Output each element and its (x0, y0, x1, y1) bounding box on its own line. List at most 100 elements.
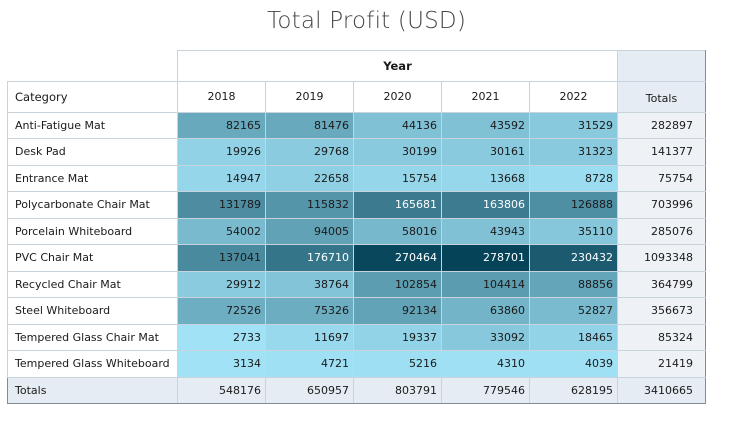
corner-cell (7, 50, 178, 82)
table-row: Polycarbonate Chair Mat 131789 115832 16568… (7, 191, 706, 219)
value-cell-steel-whiteboard-2020[interactable]: 92134 (353, 297, 442, 325)
category-cell-desk-pad[interactable]: Desk Pad (7, 138, 178, 166)
value-cell-recycled-chair-mat-2020[interactable]: 102854 (353, 270, 442, 298)
value-cell-polycarbonate-chair-mat-2019[interactable]: 115832 (265, 191, 354, 219)
value-cell-tempered-glass-chair-mat-2018[interactable]: 2733 (177, 323, 266, 351)
column-total-2019[interactable]: 650957 (265, 376, 354, 404)
totals-corner-cell (617, 50, 706, 82)
row-total-porcelain-whiteboard[interactable]: 285076 (617, 217, 706, 245)
table-row: Steel Whiteboard 72526 75326 92134 63860 5282… (7, 297, 706, 325)
value-cell-anti-fatigue-mat-2019[interactable]: 81476 (265, 111, 354, 139)
row-total-anti-fatigue-mat[interactable]: 282897 (617, 111, 706, 139)
category-cell-tempered-glass-whiteboard[interactable]: Tempered Glass Whiteboard (7, 350, 178, 378)
table-row: PVC Chair Mat 137041 176710 270464 278701 230… (7, 244, 706, 272)
value-cell-entrance-mat-2020[interactable]: 15754 (353, 164, 442, 192)
value-cell-tempered-glass-whiteboard-2019[interactable]: 4721 (265, 350, 354, 378)
table-row: Recycled Chair Mat 29912 38764 102854 104414… (7, 270, 706, 298)
value-cell-polycarbonate-chair-mat-2022[interactable]: 126888 (529, 191, 618, 219)
value-cell-porcelain-whiteboard-2018[interactable]: 54002 (177, 217, 266, 245)
value-cell-anti-fatigue-mat-2020[interactable]: 44136 (353, 111, 442, 139)
category-cell-entrance-mat[interactable]: Entrance Mat (7, 164, 178, 192)
value-cell-steel-whiteboard-2019[interactable]: 75326 (265, 297, 354, 325)
value-cell-entrance-mat-2018[interactable]: 14947 (177, 164, 266, 192)
value-cell-entrance-mat-2019[interactable]: 22658 (265, 164, 354, 192)
category-cell-polycarbonate-chair-mat[interactable]: Polycarbonate Chair Mat (7, 191, 178, 219)
value-cell-recycled-chair-mat-2022[interactable]: 88856 (529, 270, 618, 298)
row-total-steel-whiteboard[interactable]: 356673 (617, 297, 706, 325)
value-cell-tempered-glass-chair-mat-2022[interactable]: 18465 (529, 323, 618, 351)
value-cell-anti-fatigue-mat-2021[interactable]: 43592 (441, 111, 530, 139)
row-total-pvc-chair-mat[interactable]: 1093348 (617, 244, 706, 272)
value-cell-recycled-chair-mat-2018[interactable]: 29912 (177, 270, 266, 298)
value-cell-pvc-chair-mat-2021[interactable]: 278701 (441, 244, 530, 272)
year-header-2019[interactable]: 2019 (265, 81, 354, 113)
value-cell-tempered-glass-chair-mat-2020[interactable]: 19337 (353, 323, 442, 351)
value-cell-recycled-chair-mat-2021[interactable]: 104414 (441, 270, 530, 298)
value-cell-anti-fatigue-mat-2022[interactable]: 31529 (529, 111, 618, 139)
value-cell-tempered-glass-whiteboard-2021[interactable]: 4310 (441, 350, 530, 378)
value-cell-recycled-chair-mat-2019[interactable]: 38764 (265, 270, 354, 298)
value-cell-steel-whiteboard-2022[interactable]: 52827 (529, 297, 618, 325)
category-cell-porcelain-whiteboard[interactable]: Porcelain Whiteboard (7, 217, 178, 245)
value-cell-tempered-glass-whiteboard-2020[interactable]: 5216 (353, 350, 442, 378)
category-cell-pvc-chair-mat[interactable]: PVC Chair Mat (7, 244, 178, 272)
category-cell-tempered-glass-chair-mat[interactable]: Tempered Glass Chair Mat (7, 323, 178, 351)
totals-row: Totals 548176 650957 803791 779546 628195 3410… (7, 376, 706, 404)
value-cell-desk-pad-2022[interactable]: 31323 (529, 138, 618, 166)
value-cell-polycarbonate-chair-mat-2021[interactable]: 163806 (441, 191, 530, 219)
value-cell-tempered-glass-whiteboard-2022[interactable]: 4039 (529, 350, 618, 378)
value-cell-polycarbonate-chair-mat-2018[interactable]: 131789 (177, 191, 266, 219)
row-total-entrance-mat[interactable]: 75754 (617, 164, 706, 192)
value-cell-tempered-glass-whiteboard-2018[interactable]: 3134 (177, 350, 266, 378)
table-row: Entrance Mat 14947 22658 15754 13668 8728 7575… (7, 164, 706, 192)
year-header-2018[interactable]: 2018 (177, 81, 266, 113)
category-cell-anti-fatigue-mat[interactable]: Anti-Fatigue Mat (7, 111, 178, 139)
row-total-polycarbonate-chair-mat[interactable]: 703996 (617, 191, 706, 219)
year-group-header[interactable]: Year (177, 50, 618, 82)
column-total-2022[interactable]: 628195 (529, 376, 618, 404)
year-header-2020[interactable]: 2020 (353, 81, 442, 113)
value-cell-porcelain-whiteboard-2020[interactable]: 58016 (353, 217, 442, 245)
row-total-desk-pad[interactable]: 141377 (617, 138, 706, 166)
table-row: Desk Pad 19926 29768 30199 30161 31323 141377 (7, 138, 706, 166)
column-header-row: Category 2018 2019 2020 2021 2022 Totals (7, 81, 706, 113)
value-cell-pvc-chair-mat-2018[interactable]: 137041 (177, 244, 266, 272)
value-cell-anti-fatigue-mat-2018[interactable]: 82165 (177, 111, 266, 139)
pivot-table: Year Category 2018 2019 2020 2021 2022 T… (7, 50, 706, 404)
value-cell-entrance-mat-2022[interactable]: 8728 (529, 164, 618, 192)
category-header[interactable]: Category (7, 81, 178, 113)
value-cell-porcelain-whiteboard-2021[interactable]: 43943 (441, 217, 530, 245)
value-cell-pvc-chair-mat-2019[interactable]: 176710 (265, 244, 354, 272)
value-cell-desk-pad-2019[interactable]: 29768 (265, 138, 354, 166)
value-cell-pvc-chair-mat-2022[interactable]: 230432 (529, 244, 618, 272)
value-cell-desk-pad-2020[interactable]: 30199 (353, 138, 442, 166)
chart-title: Total Profit (USD) (266, 8, 467, 34)
value-cell-desk-pad-2021[interactable]: 30161 (441, 138, 530, 166)
value-cell-polycarbonate-chair-mat-2020[interactable]: 165681 (353, 191, 442, 219)
category-cell-recycled-chair-mat[interactable]: Recycled Chair Mat (7, 270, 178, 298)
totals-column-header[interactable]: Totals (617, 81, 706, 113)
column-group-header-row: Year (7, 50, 706, 82)
column-total-2018[interactable]: 548176 (177, 376, 266, 404)
year-header-2021[interactable]: 2021 (441, 81, 530, 113)
value-cell-pvc-chair-mat-2020[interactable]: 270464 (353, 244, 442, 272)
row-total-tempered-glass-chair-mat[interactable]: 85324 (617, 323, 706, 351)
value-cell-porcelain-whiteboard-2022[interactable]: 35110 (529, 217, 618, 245)
value-cell-steel-whiteboard-2021[interactable]: 63860 (441, 297, 530, 325)
grand-total[interactable]: 3410665 (617, 376, 706, 404)
value-cell-porcelain-whiteboard-2019[interactable]: 94005 (265, 217, 354, 245)
table-row: Porcelain Whiteboard 54002 94005 58016 43943… (7, 217, 706, 245)
category-cell-steel-whiteboard[interactable]: Steel Whiteboard (7, 297, 178, 325)
value-cell-tempered-glass-chair-mat-2019[interactable]: 11697 (265, 323, 354, 351)
value-cell-entrance-mat-2021[interactable]: 13668 (441, 164, 530, 192)
value-cell-tempered-glass-chair-mat-2021[interactable]: 33092 (441, 323, 530, 351)
totals-row-label[interactable]: Totals (7, 376, 178, 404)
column-total-2021[interactable]: 779546 (441, 376, 530, 404)
value-cell-steel-whiteboard-2018[interactable]: 72526 (177, 297, 266, 325)
year-header-2022[interactable]: 2022 (529, 81, 618, 113)
value-cell-desk-pad-2018[interactable]: 19926 (177, 138, 266, 166)
row-total-tempered-glass-whiteboard[interactable]: 21419 (617, 350, 706, 378)
column-total-2020[interactable]: 803791 (353, 376, 442, 404)
row-total-recycled-chair-mat[interactable]: 364799 (617, 270, 706, 298)
table-row: Tempered Glass Chair Mat 2733 11697 19337 33… (7, 323, 706, 351)
